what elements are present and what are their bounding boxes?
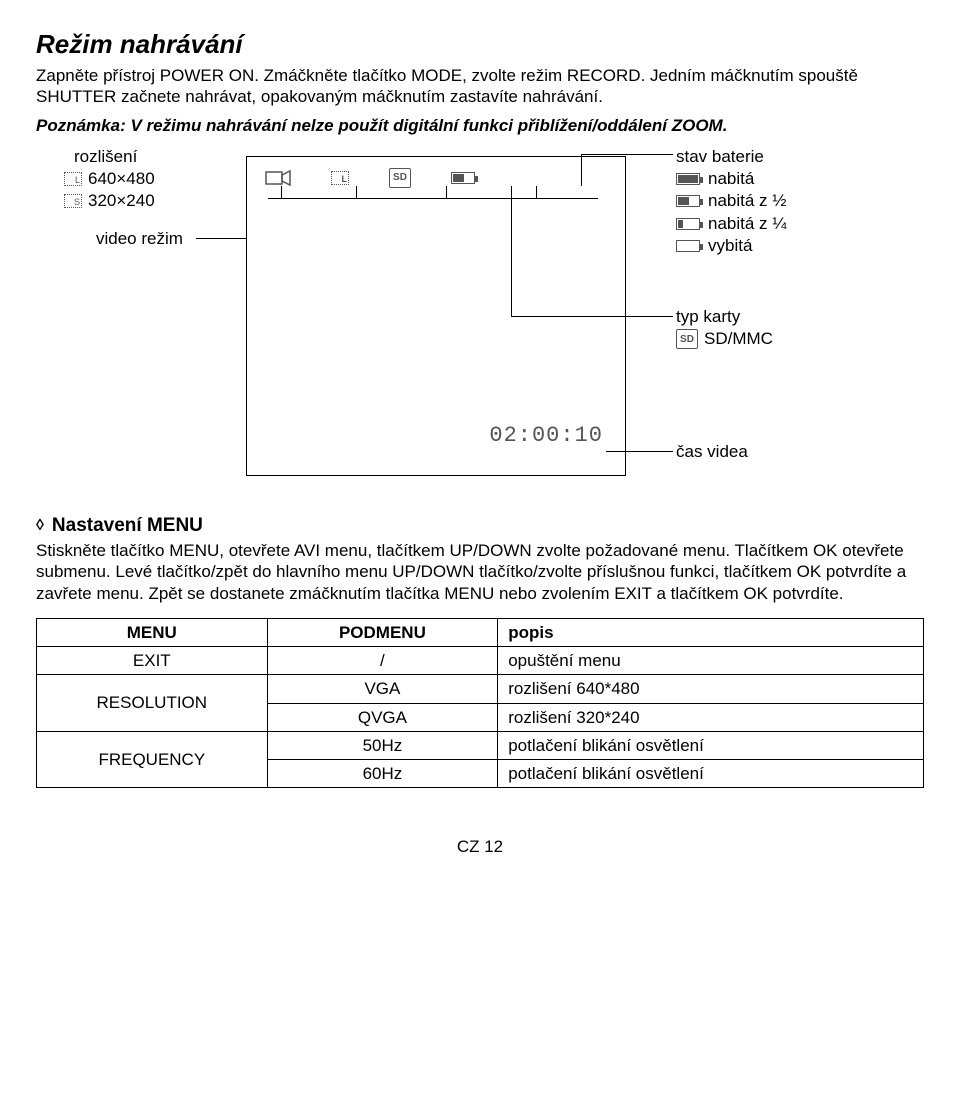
table-row: RESOLUTION VGA rozlišení 640*480 bbox=[37, 675, 924, 703]
intro-paragraph: Zapněte přístroj POWER ON. Zmáčkněte tla… bbox=[36, 65, 924, 108]
battery-half-icon bbox=[676, 195, 700, 207]
res-320: 320×240 bbox=[88, 190, 155, 212]
res-l-icon: L bbox=[64, 172, 82, 186]
col-sub: PODMENU bbox=[267, 618, 498, 646]
battery-top-icon bbox=[451, 168, 477, 188]
col-menu: MENU bbox=[37, 618, 268, 646]
menu-heading: Nastavení MENU bbox=[52, 514, 203, 538]
sd-top-icon: SD bbox=[389, 168, 411, 188]
video-time-label: čas videa bbox=[676, 442, 748, 461]
battery-empty-icon bbox=[676, 240, 700, 252]
menu-table: MENU PODMENU popis EXIT / opuštění menu … bbox=[36, 618, 924, 789]
battery-quarter-icon bbox=[676, 218, 700, 230]
resolution-label: rozlišení bbox=[64, 146, 155, 168]
res-icon-top: L bbox=[331, 168, 349, 188]
page-footer: CZ 12 bbox=[36, 836, 924, 857]
diamond-icon: ◊ bbox=[36, 516, 44, 536]
res-640: 640×480 bbox=[88, 168, 155, 190]
camera-icon bbox=[265, 168, 291, 188]
status-bar: L SD bbox=[247, 157, 625, 199]
batt-full: nabitá bbox=[708, 168, 754, 190]
col-desc: popis bbox=[498, 618, 924, 646]
screen-diagram: rozlišení L 640×480 S 320×240 video reži… bbox=[36, 146, 856, 496]
menu-heading-row: ◊ Nastavení MENU bbox=[36, 514, 924, 538]
batt-quarter: nabitá z ¼ bbox=[708, 213, 786, 235]
table-row: EXIT / opuštění menu bbox=[37, 647, 924, 675]
page-title: Režim nahrávání bbox=[36, 28, 924, 61]
card-value: SD/MMC bbox=[704, 328, 773, 350]
card-type-label: typ karty bbox=[676, 306, 773, 328]
battery-full-icon bbox=[676, 173, 700, 185]
table-row: FREQUENCY 50Hz potlačení blikání osvětle… bbox=[37, 731, 924, 759]
sd-icon: SD bbox=[676, 329, 698, 349]
video-mode-label: video režim bbox=[96, 229, 183, 248]
batt-half: nabitá z ½ bbox=[708, 190, 786, 212]
res-s-icon: S bbox=[64, 194, 82, 208]
batt-empty: vybitá bbox=[708, 235, 752, 257]
menu-body: Stiskněte tlačítko MENU, otevřete AVI me… bbox=[36, 540, 924, 604]
time-readout: 02:00:10 bbox=[489, 422, 603, 450]
battery-label: stav baterie bbox=[676, 146, 786, 168]
note-paragraph: Poznámka: V režimu nahrávání nelze použí… bbox=[36, 115, 924, 136]
